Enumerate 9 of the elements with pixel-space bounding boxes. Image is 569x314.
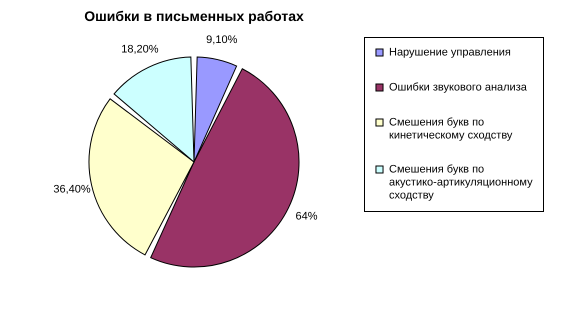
chart-title: Ошибки в письменных работах [84, 8, 304, 24]
data-label: 18,20% [121, 43, 159, 56]
legend-label: Смешения букв по акустико-артикуляционному сходству [389, 164, 534, 202]
data-label: 36,40% [53, 183, 91, 196]
data-label: 64% [295, 210, 318, 223]
legend-label: Смешения букв по кинетическому сходству [389, 116, 513, 142]
legend-label: Нарушение управления [389, 46, 511, 58]
legend-label: Ошибки звукового анализа [389, 82, 528, 94]
data-label: 9,10% [206, 34, 238, 46]
